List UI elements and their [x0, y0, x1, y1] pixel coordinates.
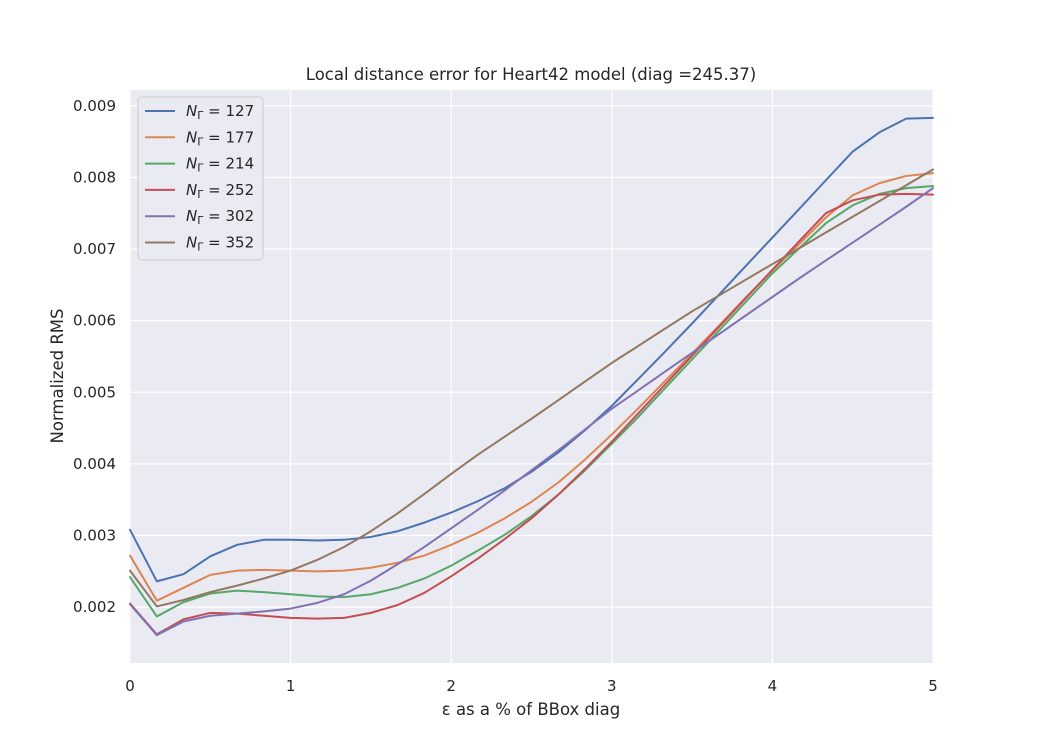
- legend-entry: NΓ = 127: [186, 102, 254, 122]
- grid: [129, 90, 934, 663]
- x-axis-label: ε as a % of BBox diag: [442, 700, 620, 719]
- legend-entry-value: = 252: [203, 181, 254, 199]
- legend-entry-subscript: Γ: [197, 241, 204, 254]
- legend-entry-prefix: N: [186, 155, 197, 173]
- y-tick-label: 0.009: [73, 97, 116, 115]
- legend-entry-prefix: N: [186, 207, 197, 225]
- legend-entry-subscript: Γ: [197, 188, 204, 201]
- y-tick-label: 0.004: [73, 455, 116, 473]
- legend-entry-value: = 352: [203, 234, 254, 252]
- x-tick-labels: 0 1 2 3 4 5: [125, 677, 938, 695]
- legend-entry-subscript: Γ: [197, 162, 204, 175]
- series-lines: [129, 116, 934, 637]
- series-line-0: [129, 116, 934, 583]
- plot-background: [130, 90, 933, 663]
- chart-title: Local distance error for Heart42 model (…: [306, 65, 756, 84]
- x-tick-label: 4: [768, 677, 778, 695]
- series-line-5: [129, 168, 934, 608]
- series-line-1: [129, 172, 934, 602]
- legend-entry-value: = 127: [203, 102, 254, 120]
- legend-entry: NΓ = 214: [186, 155, 254, 175]
- legend-entry: NΓ = 302: [186, 207, 254, 227]
- legend-entry-value: = 302: [203, 207, 254, 225]
- x-tick-label: 5: [928, 677, 938, 695]
- series-line-3: [129, 192, 934, 636]
- legend-entry-value: = 214: [203, 155, 254, 173]
- legend-entry-value: = 177: [203, 128, 254, 146]
- y-axis-label: Normalized RMS: [48, 309, 67, 444]
- legend-entry-prefix: N: [186, 234, 197, 252]
- x-tick-label: 2: [446, 677, 456, 695]
- legend-entry-subscript: Γ: [197, 109, 204, 122]
- legend-entry: NΓ = 177: [186, 128, 254, 148]
- legend-entry-prefix: N: [186, 128, 197, 146]
- y-tick-label: 0.007: [73, 240, 116, 258]
- y-tick-label: 0.006: [73, 312, 116, 330]
- legend-entry: NΓ = 252: [186, 181, 254, 201]
- legend-entry-prefix: N: [186, 181, 197, 199]
- series-line-4: [129, 187, 934, 637]
- x-tick-label: 0: [125, 677, 135, 695]
- legend-entry-prefix: N: [186, 102, 197, 120]
- y-tick-label: 0.008: [73, 168, 116, 186]
- y-tick-labels: 0.002 0.003 0.004 0.005 0.006 0.007 0.008 0.009: [73, 97, 116, 616]
- legend-entry: NΓ = 352: [186, 234, 254, 254]
- x-tick-label: 1: [286, 677, 296, 695]
- y-tick-label: 0.005: [73, 383, 116, 401]
- y-tick-label: 0.002: [73, 598, 116, 616]
- legend-entry-subscript: Γ: [197, 135, 204, 148]
- y-tick-label: 0.003: [73, 527, 116, 545]
- x-tick-label: 3: [607, 677, 617, 695]
- legend-entry-subscript: Γ: [197, 214, 204, 227]
